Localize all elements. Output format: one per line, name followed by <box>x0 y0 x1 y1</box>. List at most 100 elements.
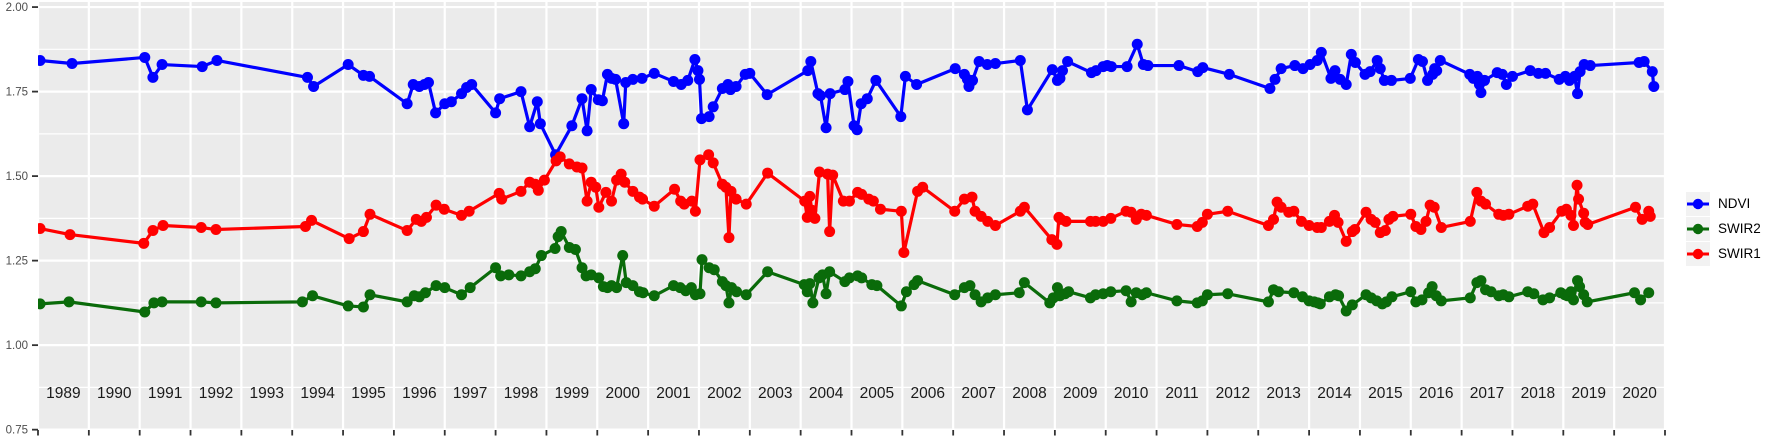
data-point-ndvi <box>1434 54 1446 66</box>
data-point-ndvi <box>820 122 832 134</box>
data-point-swir1 <box>1527 198 1539 210</box>
data-point-swir2 <box>1635 294 1647 306</box>
data-point-ndvi <box>466 78 478 90</box>
data-point-ndvi <box>989 58 1001 70</box>
data-point-ndvi <box>1105 61 1117 73</box>
data-point-swir1 <box>1582 218 1594 230</box>
data-point-ndvi <box>703 111 715 123</box>
data-point-swir1 <box>463 205 475 217</box>
data-point-swir1 <box>38 223 46 235</box>
data-point-ndvi <box>401 98 413 110</box>
data-point-swir1 <box>619 176 631 188</box>
data-point-swir1 <box>898 247 910 259</box>
data-point-ndvi <box>1057 65 1069 77</box>
x-year-label: 2004 <box>809 385 844 402</box>
data-point-swir1 <box>210 224 222 236</box>
data-point-swir1 <box>576 162 588 174</box>
data-point-swir1 <box>1288 205 1300 217</box>
data-point-swir2 <box>342 300 354 312</box>
x-year-label: 1993 <box>250 385 284 402</box>
x-year-label: 1997 <box>453 385 487 402</box>
data-point-swir1 <box>1222 205 1234 217</box>
data-point-swir2 <box>503 269 515 281</box>
data-point-swir2 <box>1426 281 1438 293</box>
data-point-swir2 <box>549 242 561 254</box>
data-point-swir2 <box>1018 277 1030 289</box>
data-point-swir2 <box>1544 292 1556 304</box>
data-point-swir1 <box>1464 215 1476 227</box>
data-point-ndvi <box>430 107 442 119</box>
x-year-label: 1995 <box>351 385 385 402</box>
data-point-ndvi <box>211 54 223 66</box>
data-point-ndvi <box>693 73 705 85</box>
data-point-swir1 <box>157 219 169 231</box>
data-point-swir2 <box>637 287 649 299</box>
x-year-label: 2010 <box>1114 385 1149 402</box>
data-point-swir1 <box>637 193 649 205</box>
y-axis-labels: 2.00 1.75 1.50 1.25 1.00 0.75 <box>6 2 28 437</box>
data-point-ndvi <box>707 101 719 113</box>
data-point-ndvi <box>301 71 313 83</box>
data-point-swir1 <box>1332 216 1344 228</box>
data-point-swir2 <box>535 250 547 262</box>
legend-key-swir2-icon <box>1686 217 1710 241</box>
x-year-label: 2002 <box>707 385 741 402</box>
data-point-swir1 <box>1415 224 1427 236</box>
data-point-swir2 <box>1273 286 1285 298</box>
data-point-swir1 <box>843 195 855 207</box>
data-point-swir2 <box>895 300 907 312</box>
data-point-swir2 <box>555 226 567 238</box>
data-point-swir2 <box>1574 281 1586 293</box>
x-year-label: 1991 <box>148 385 182 402</box>
data-point-swir1 <box>581 195 593 207</box>
data-point-ndvi <box>1315 46 1327 58</box>
data-point-swir2 <box>139 306 151 318</box>
data-point-ndvi <box>1349 57 1361 69</box>
data-point-swir1 <box>515 185 527 197</box>
data-point-ndvi <box>585 84 597 96</box>
data-point-ndvi <box>824 88 836 100</box>
data-point-swir2 <box>364 289 376 301</box>
x-year-label: 1990 <box>97 385 132 402</box>
data-point-swir2 <box>148 297 160 309</box>
x-year-label: 1999 <box>555 385 589 402</box>
data-point-swir2 <box>156 296 168 308</box>
data-point-swir1 <box>804 190 816 202</box>
data-point-ndvi <box>1479 74 1491 86</box>
data-point-swir1 <box>1480 198 1492 210</box>
data-point-ndvi <box>445 96 457 108</box>
legend-label-swir2: SWIR2 <box>1718 221 1761 236</box>
y-tick-label: 2.00 <box>6 2 28 14</box>
data-point-swir1 <box>694 154 706 166</box>
data-point-swir2 <box>1125 296 1137 308</box>
data-point-swir1 <box>1060 215 1072 227</box>
data-point-ndvi <box>1540 67 1552 79</box>
data-point-swir1 <box>590 181 602 193</box>
legend: NDVI SWIR2 SWIR1 <box>1686 192 1761 266</box>
data-point-ndvi <box>490 107 502 119</box>
data-point-ndvi <box>1572 88 1584 100</box>
data-point-ndvi <box>576 93 588 105</box>
data-point-swir2 <box>648 290 660 302</box>
x-year-label: 2020 <box>1622 385 1657 402</box>
data-point-ndvi <box>895 111 907 123</box>
x-axis-year-labels: 1989 1990 1991 1992 1993 1994 1995 1996 1997 1998… <box>46 385 1657 402</box>
x-year-label: 2017 <box>1470 385 1504 402</box>
data-point-swir1 <box>306 214 318 226</box>
data-point-swir2 <box>912 275 924 287</box>
data-point-ndvi <box>1329 65 1341 77</box>
data-point-swir1 <box>1018 201 1030 213</box>
data-point-swir2 <box>515 270 527 282</box>
data-point-ndvi <box>981 59 993 71</box>
data-point-swir1 <box>420 211 432 223</box>
data-point-swir2 <box>576 262 588 274</box>
x-year-label: 1996 <box>402 385 436 402</box>
data-point-swir1 <box>1196 216 1208 228</box>
axis-ticks <box>32 6 1666 436</box>
data-point-swir2 <box>694 288 706 300</box>
data-point-ndvi <box>308 81 320 93</box>
data-point-ndvi <box>38 54 46 66</box>
data-point-ndvi <box>147 71 159 83</box>
data-point-swir1 <box>917 181 929 193</box>
